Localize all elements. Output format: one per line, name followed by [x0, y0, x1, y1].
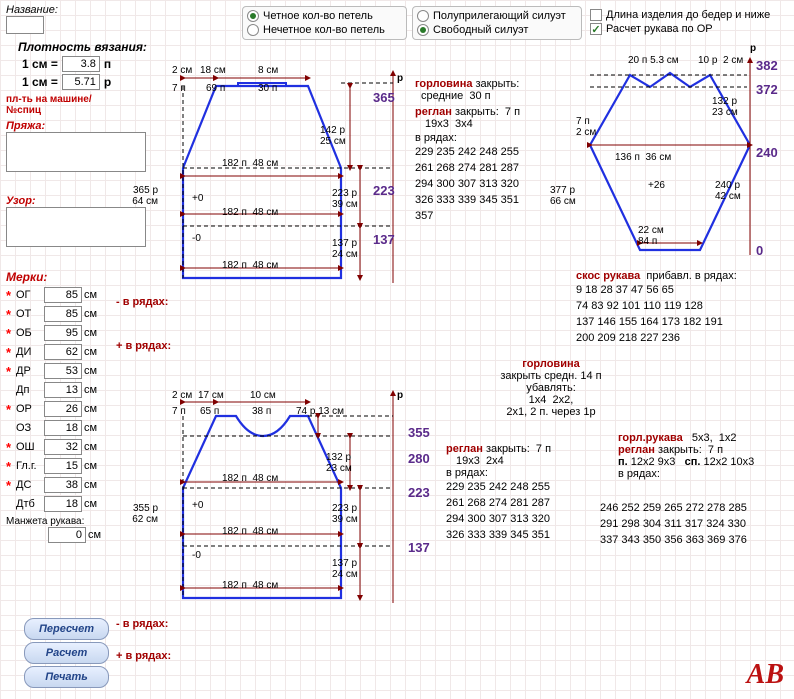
check-sleeve-op[interactable]	[590, 23, 602, 35]
back-diagram	[168, 68, 408, 288]
unit-p: п	[104, 57, 111, 71]
sleeve-taper: скос рукава прибавл. в рядах: 9 18 28 37…	[576, 270, 791, 346]
cm-eq-2: 1 см =	[22, 75, 58, 89]
measure-input-ДР[interactable]	[44, 363, 82, 379]
silhouette-group: Полуприлегающий силуэт Свободный силуэт	[412, 6, 582, 40]
check-hip-length[interactable]	[590, 9, 602, 21]
measure-row: *ДРсм	[6, 363, 116, 379]
density-r-input[interactable]	[62, 74, 100, 90]
name-input[interactable]	[6, 16, 44, 34]
rows-plus-1: + в рядах:	[116, 340, 171, 352]
rows-plus-2: + в рядах:	[116, 650, 171, 662]
logo: AB	[747, 659, 784, 691]
measure-row: *ДИсм	[6, 344, 116, 360]
pattern-input[interactable]	[6, 207, 146, 247]
measures-title: Мерки:	[6, 270, 116, 284]
measure-row: *ОТсм	[6, 306, 116, 322]
rows-minus-2: - в рядах:	[116, 618, 168, 630]
density-p-input[interactable]	[62, 56, 100, 72]
measure-input-ДС[interactable]	[44, 477, 82, 493]
measure-row: ОЗсм	[6, 420, 116, 436]
measure-input-Гл.г.[interactable]	[44, 458, 82, 474]
measure-input-ОР[interactable]	[44, 401, 82, 417]
density-label: Плотность вязания:	[18, 40, 147, 54]
rows-minus-1: - в рядах:	[116, 296, 168, 308]
options-group: Длина изделия до бедер и ниже Расчет рук…	[590, 8, 770, 36]
name-label: Название:	[6, 4, 58, 16]
pattern-label: Узор:	[6, 195, 36, 207]
measure-row: *Гл.г.см	[6, 458, 116, 474]
radio-free[interactable]	[417, 24, 429, 36]
measure-input-ОЗ[interactable]	[44, 420, 82, 436]
measure-row: *ОГсм	[6, 287, 116, 303]
back-calc: горловина закрыть: средние 30 п реглан з…	[415, 78, 575, 224]
measure-input-ОШ[interactable]	[44, 439, 82, 455]
measure-row: *ОШсм	[6, 439, 116, 455]
sleeve-diagram	[575, 55, 775, 265]
measure-input-ОГ[interactable]	[44, 287, 82, 303]
calc-button[interactable]: Расчет	[24, 642, 109, 664]
needles-label: №спиц	[6, 105, 41, 116]
sleeve-neck: горл.рукава 5x3, 1x2 реглан закрыть: 7 п…	[618, 432, 793, 480]
yarn-label: Пряжа:	[6, 120, 45, 132]
recalc-button[interactable]: Пересчет	[24, 618, 109, 640]
measure-input-ДИ[interactable]	[44, 344, 82, 360]
front-calc: горловина закрыть средн. 14 п убавлять: …	[466, 358, 636, 418]
radio-semi[interactable]	[417, 10, 429, 22]
measure-row: *ДСсм	[6, 477, 116, 493]
front-raglan: реглан закрыть: 7 п 19x3 2x4 в рядах: 22…	[446, 443, 616, 543]
measure-input-Дтб[interactable]	[44, 496, 82, 512]
print-button[interactable]: Печать	[24, 666, 109, 688]
cuff-label: Манжета рукава:	[6, 516, 116, 527]
loop-parity-group: Четное кол-во петель Нечетное кол-во пет…	[242, 6, 407, 40]
measure-input-ОБ[interactable]	[44, 325, 82, 341]
measure-input-ОТ[interactable]	[44, 306, 82, 322]
unit-r: р	[104, 75, 111, 89]
cm-eq-1: 1 см =	[22, 57, 58, 71]
measure-row: Дтбсм	[6, 496, 116, 512]
yarn-input[interactable]	[6, 132, 146, 172]
sleeve-rows2: 246 252 259 265 272 278 285 291 298 304 …	[600, 500, 747, 548]
front-diagram	[168, 388, 408, 608]
radio-even[interactable]	[247, 10, 259, 22]
cuff-input[interactable]	[48, 527, 86, 543]
radio-odd[interactable]	[247, 24, 259, 36]
measure-input-Дп[interactable]	[44, 382, 82, 398]
measure-row: *ОРсм	[6, 401, 116, 417]
machine-label: пл-ть на машине/	[6, 94, 92, 105]
measure-row: *ОБсм	[6, 325, 116, 341]
measure-row: Дпсм	[6, 382, 116, 398]
